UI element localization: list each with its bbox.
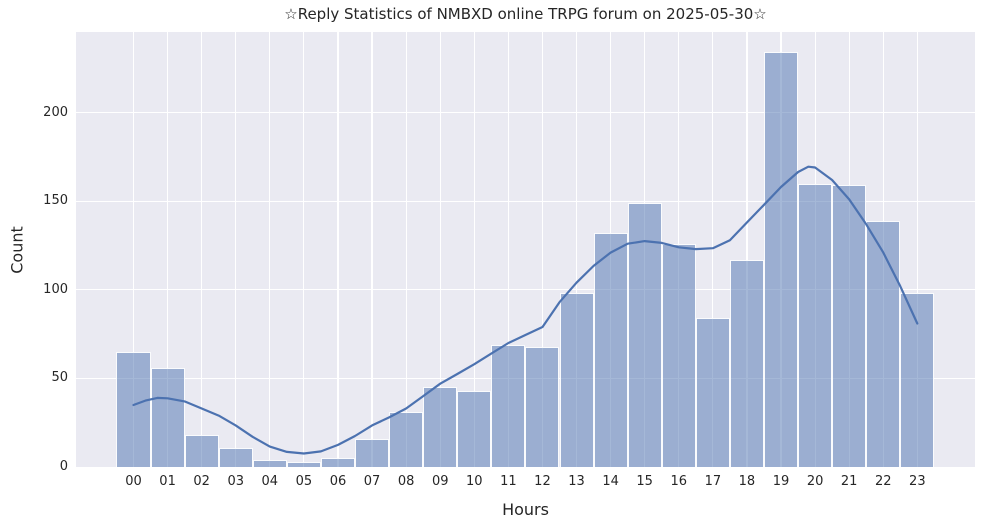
- histogram-bar-07: [355, 438, 390, 467]
- histogram-bar-00: [116, 351, 151, 467]
- x-tick-label: 21: [840, 474, 858, 489]
- gridline-vertical: [201, 32, 203, 467]
- x-tick-label: 06: [329, 474, 347, 489]
- x-tick-label: 20: [806, 474, 824, 489]
- histogram-bar-20: [798, 183, 833, 467]
- gridline-vertical: [303, 32, 305, 467]
- histogram-bar-09: [423, 387, 458, 467]
- x-tick-label: 15: [636, 474, 653, 489]
- x-tick-label: 09: [431, 474, 449, 489]
- histogram-bar-16: [661, 243, 696, 467]
- x-tick-label: 10: [466, 474, 483, 489]
- y-tick-label: 200: [43, 104, 68, 120]
- x-tick-label: 17: [704, 474, 722, 489]
- histogram-bar-17: [695, 318, 730, 467]
- plot-area: [76, 32, 975, 467]
- histogram-bar-02: [184, 435, 219, 467]
- histogram-bar-13: [559, 293, 594, 467]
- x-tick-label: 16: [670, 474, 688, 489]
- x-tick-label: 23: [909, 474, 926, 489]
- x-tick-label: 02: [193, 474, 210, 489]
- histogram-bar-18: [729, 259, 764, 467]
- y-axis-label: Count: [7, 226, 27, 274]
- gridline-vertical: [269, 32, 271, 467]
- y-tick-label: 0: [59, 459, 68, 474]
- histogram-bar-10: [457, 390, 492, 467]
- histogram-bar-03: [218, 447, 253, 467]
- x-tick-label: 13: [568, 474, 585, 489]
- histogram-bar-08: [389, 412, 424, 467]
- x-tick-label: 08: [397, 474, 415, 489]
- x-tick-label: 01: [159, 474, 176, 489]
- histogram-bar-06: [320, 458, 356, 467]
- histogram-bar-23: [900, 293, 935, 467]
- histogram-bar-15: [627, 203, 662, 467]
- x-tick-label: 14: [602, 474, 619, 489]
- histogram-bar-12: [525, 346, 560, 467]
- x-tick-label: 03: [227, 474, 244, 489]
- x-tick-label: 22: [874, 474, 892, 489]
- histogram-bar-22: [866, 220, 901, 467]
- x-tick-label: 12: [534, 474, 551, 489]
- histogram-bar-05: [286, 461, 321, 467]
- histogram-bar-21: [832, 185, 867, 467]
- chart-title: ☆Reply Statistics of NMBXD online TRPG f…: [284, 5, 767, 23]
- gridline-vertical: [337, 32, 339, 467]
- x-tick-label: 19: [772, 474, 790, 489]
- x-tick-label: 00: [125, 474, 142, 489]
- gridline-vertical: [371, 32, 373, 467]
- y-tick-label: 150: [43, 193, 68, 209]
- x-tick-label: 18: [738, 474, 756, 489]
- gridline-vertical: [405, 32, 407, 467]
- gridline-horizontal: [76, 111, 975, 114]
- x-tick-label: 04: [261, 474, 279, 489]
- histogram-bar-14: [593, 233, 628, 467]
- histogram-bar-04: [252, 459, 287, 467]
- y-tick-label: 100: [43, 281, 68, 297]
- x-axis-label: Hours: [502, 500, 549, 519]
- histogram-bar-11: [491, 344, 526, 467]
- y-tick-label: 50: [51, 370, 68, 386]
- histogram-bar-01: [150, 367, 185, 467]
- x-tick-label: 07: [363, 474, 381, 489]
- x-tick-label: 05: [295, 474, 313, 489]
- histogram-bar-19: [763, 52, 799, 467]
- x-tick-label: 11: [500, 474, 517, 489]
- gridline-vertical: [235, 32, 237, 467]
